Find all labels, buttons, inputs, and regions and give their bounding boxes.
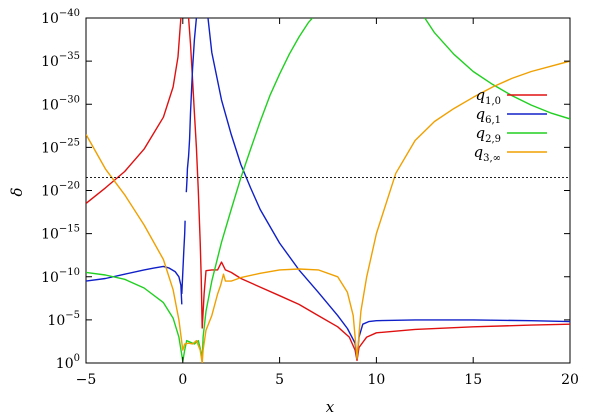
x-tick-label: 5 xyxy=(275,372,284,388)
series-line-3-seg0 xyxy=(86,60,570,363)
y-tick-label: 10−30 xyxy=(41,94,80,113)
plot-frame xyxy=(85,17,571,364)
x-tick-label: 20 xyxy=(561,372,579,388)
y-tick-label: 10−10 xyxy=(41,267,80,286)
y-tick-label: 10−20 xyxy=(41,181,80,200)
y-axis-title: δ xyxy=(8,187,26,196)
series-line-10-seg2 xyxy=(201,261,570,362)
series-line-61-seg2 xyxy=(185,18,198,193)
x-tick-label: 10 xyxy=(367,372,385,388)
x-tick-labels: −5 0 5 10 15 20 xyxy=(76,372,579,388)
y-tick-label: 10−15 xyxy=(41,224,80,243)
series-line-61-seg1 xyxy=(181,220,186,295)
x-axis-title: x xyxy=(326,398,335,416)
series-line-61-seg3 xyxy=(207,18,570,360)
legend: q1,0q6,1q2,9q3,∞ xyxy=(474,86,547,164)
y-tick-label: 10−5 xyxy=(47,310,80,329)
x-tick-label: 15 xyxy=(464,372,482,388)
series-line-61-seg0 xyxy=(86,265,183,305)
series-line-10-seg1 xyxy=(187,18,203,329)
y-tick-label: 10−40 xyxy=(41,8,80,27)
y-tick-label: 100 xyxy=(56,353,80,372)
series-curves xyxy=(86,18,570,363)
legend-label: q2,9 xyxy=(475,124,501,145)
x-tick-label: 0 xyxy=(178,372,187,388)
legend-label: q1,0 xyxy=(475,86,501,107)
legend-label: q6,1 xyxy=(475,105,501,126)
series-line-10-seg0 xyxy=(86,18,182,204)
y-tick-label: 10−25 xyxy=(41,137,80,156)
y-tick-label: 10−35 xyxy=(41,51,80,70)
x-tick-label: −5 xyxy=(76,372,97,388)
legend-label: q3,∞ xyxy=(474,143,501,164)
series-line-29-seg1 xyxy=(424,18,570,120)
y-tick-labels: 100 10−5 10−10 10−15 10−20 10−25 10−30 10−35 10−… xyxy=(41,8,80,372)
axis-ticks xyxy=(85,17,571,364)
series-line-29-seg0 xyxy=(86,18,314,362)
